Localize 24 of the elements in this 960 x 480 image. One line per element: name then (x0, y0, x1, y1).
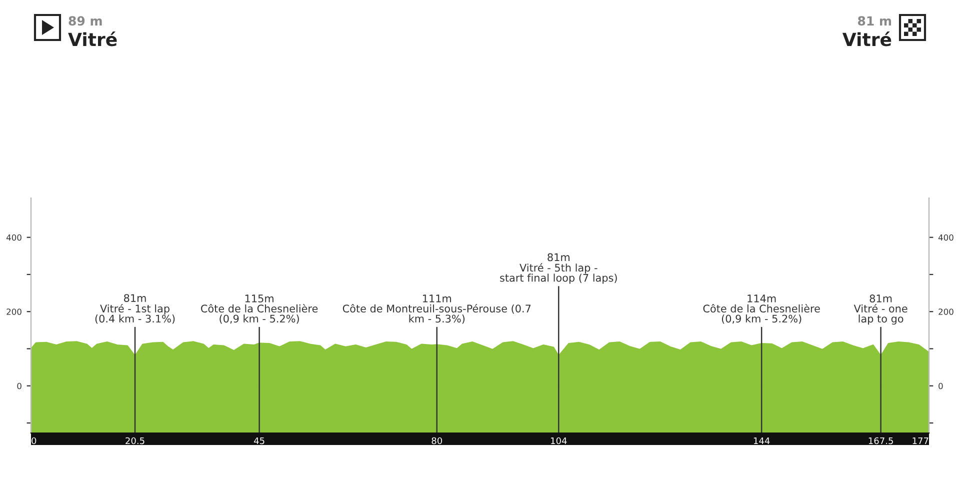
ref-line-label: 115m Côte de la Chesnelière (0,9 km - 5.2%) (201, 294, 318, 324)
x-tick-label: 177 (912, 437, 928, 444)
x-tick-label: 20.5 (126, 437, 144, 444)
x-tick-label: 144 (754, 437, 770, 444)
ref-line-label: 111m Côte de Montreuil-sous-Pérouse (0.7 km - 5.3%) (342, 294, 531, 324)
text: 89 m (68, 16, 102, 26)
y2-tick-label: 200 (938, 308, 954, 315)
x-tick-label: 104 (551, 437, 567, 444)
y2-tick-label: 0 (938, 382, 943, 390)
y2-tick-label: 400 (938, 234, 954, 241)
text: Vitré (842, 32, 892, 46)
y-tick-label: 400 (6, 234, 22, 241)
y-tick-label: 200 (6, 308, 22, 315)
ref-line-label: 81m Vitré - one lap to go (854, 294, 908, 325)
ref-line-label: 81m Vitré - 1st lap (0.4 km - 3.1%) (95, 294, 175, 324)
ref-line-label: 81m Vitré - 5th lap - start final loop (7 laps) (500, 253, 617, 284)
text: Vitré (68, 32, 117, 46)
x-tick-label: 167.5 (868, 437, 893, 444)
ref-line-label: 114m Côte de la Chesnelière (0,9 km - 5.2%) (703, 294, 820, 324)
text: 81 m (858, 16, 892, 26)
x-tick-label: 0 (32, 437, 36, 444)
x-tick-label: 45 (254, 437, 264, 444)
y-tick-label: 0 (17, 382, 22, 390)
x-tick-label: 80 (432, 437, 442, 444)
